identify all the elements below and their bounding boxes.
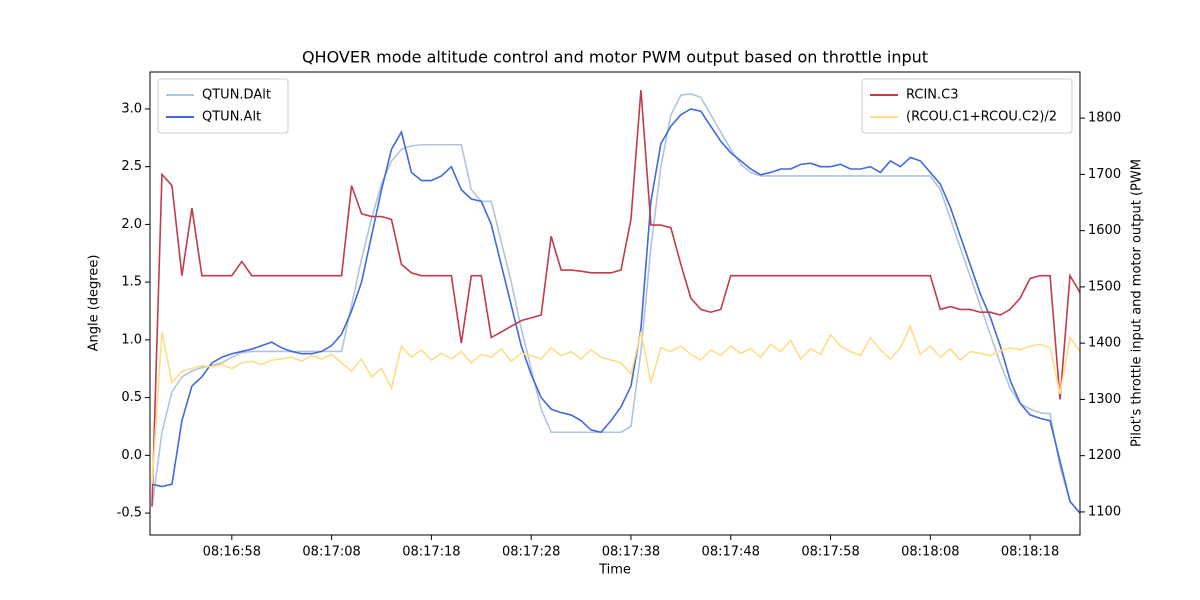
x-tick-label: 08:17:58 xyxy=(801,545,859,560)
x-tick-label: 08:17:18 xyxy=(402,545,460,560)
legend-box xyxy=(861,78,1073,134)
plot-frame xyxy=(149,71,1081,536)
y2-tick-label: 1700 xyxy=(1088,167,1121,182)
y2-axis-label: Pilot's throttle input and motor output … xyxy=(1130,159,1145,447)
x-tick-label: 08:18:18 xyxy=(1001,545,1059,560)
x-tick-label: 08:17:08 xyxy=(302,545,360,560)
y-axis-label: Angle (degree) xyxy=(87,255,102,352)
y-tick-label: 3.0 xyxy=(121,101,142,116)
series-line xyxy=(151,108,1080,514)
legend-box xyxy=(157,78,289,134)
y-tick-label: 0.0 xyxy=(121,448,142,463)
chart-title: QHOVER mode altitude control and motor P… xyxy=(302,48,928,67)
y2-tick-label: 1100 xyxy=(1088,504,1121,519)
x-tick-label: 08:18:08 xyxy=(901,545,959,560)
series-line xyxy=(151,93,1080,514)
series-line xyxy=(151,324,1080,484)
legend-label: QTUN.DAlt xyxy=(202,88,271,103)
x-tick-label: 08:17:38 xyxy=(602,545,660,560)
y2-tick-label: 1800 xyxy=(1088,111,1121,126)
x-tick-label: 08:17:28 xyxy=(502,545,560,560)
y-tick-label: 2.0 xyxy=(121,217,142,232)
y-tick-label: -0.5 xyxy=(117,506,142,521)
y-tick-label: 0.5 xyxy=(121,390,142,405)
y2-tick-label: 1400 xyxy=(1088,336,1121,351)
y-tick-label: 1.5 xyxy=(121,275,142,290)
y2-tick-label: 1600 xyxy=(1088,223,1121,238)
y-tick-label: 1.0 xyxy=(121,332,142,347)
series-line xyxy=(151,89,1080,507)
legend-label: QTUN.Alt xyxy=(202,110,261,125)
y2-tick-label: 1300 xyxy=(1088,392,1121,407)
legend-label: RCIN.C3 xyxy=(906,88,959,103)
y2-tick-label: 1500 xyxy=(1088,279,1121,294)
x-axis-label: Time xyxy=(598,563,631,578)
x-tick-label: 08:17:48 xyxy=(702,545,760,560)
legend-label: (RCOU.C1+RCOU.C2)/2 xyxy=(906,110,1057,125)
y-tick-label: 2.5 xyxy=(121,159,142,174)
x-tick-label: 08:16:58 xyxy=(203,545,261,560)
y2-tick-label: 1200 xyxy=(1088,448,1121,463)
